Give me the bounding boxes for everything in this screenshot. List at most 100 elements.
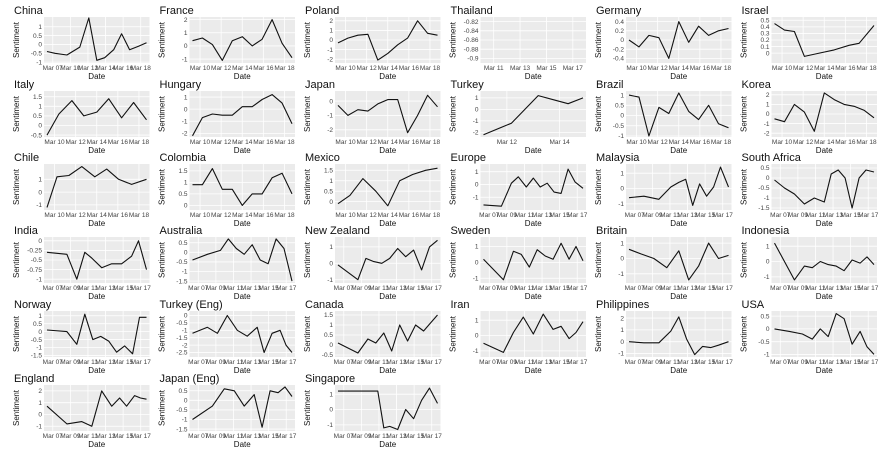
y-tick-label: -0.25: [27, 248, 42, 255]
x-tick-label: Mar 15: [841, 212, 862, 219]
panel-background: [626, 311, 732, 357]
x-tick-label: Mar 11: [369, 359, 389, 366]
facet-title: Canada: [305, 299, 344, 311]
y-tick-label: 1: [620, 240, 624, 247]
y-tick-label: 0.4: [615, 19, 624, 26]
y-tick-label: 0: [329, 260, 333, 267]
y-tick-label: 1: [620, 327, 624, 334]
y-tick-label: 0: [329, 98, 333, 105]
x-tick-label: Mar 17: [713, 212, 734, 219]
y-tick-label: 1: [38, 24, 42, 31]
panel-background: [335, 311, 441, 357]
x-tick-label: Mar 17: [131, 359, 152, 366]
y-tick-label: -1: [473, 275, 479, 282]
facet-title: Hungary: [160, 79, 202, 91]
x-tick-label: Mar 09: [60, 359, 81, 366]
y-tick-label: 1: [184, 30, 188, 37]
y-tick-label: -0.82: [464, 19, 479, 26]
x-tick-label: Mar 09: [351, 359, 372, 366]
x-tick-label: Mar 10: [335, 212, 356, 219]
x-axis-label: Date: [379, 440, 396, 449]
x-tick-label: Mar 14: [814, 139, 835, 146]
x-tick-label: Mar 07: [479, 212, 500, 219]
facet-title: Mexico: [305, 152, 340, 164]
x-tick-label: Mar 13: [510, 65, 531, 72]
y-tick-label: 2: [329, 18, 333, 25]
x-tick-label: Mar 13: [532, 285, 553, 292]
x-tick-label: Mar 07: [479, 359, 500, 366]
x-tick-label: Mar 07: [334, 359, 355, 366]
x-tick-label: Mar 14: [95, 65, 116, 72]
x-tick-label: Mar 17: [567, 285, 588, 292]
x-tick-label: Mar 17: [422, 285, 443, 292]
y-tick-label: -1: [182, 118, 188, 125]
x-tick-label: Mar 10: [44, 139, 65, 146]
x-tick-label: Mar 12: [357, 212, 378, 219]
x-tick-label: Mar 10: [772, 139, 793, 146]
x-tick-label: Mar 14: [378, 139, 399, 146]
sentiment-line: [46, 313, 147, 355]
x-tick-label: Mar 16: [113, 65, 134, 72]
y-axis-label: Sentiment: [449, 241, 458, 278]
y-tick-label: 0: [475, 107, 479, 114]
x-tick-label: Mar 18: [274, 212, 295, 219]
x-tick-label: Mar 09: [206, 433, 227, 440]
facet-title: Sweden: [451, 225, 491, 237]
x-tick-label: Mar 17: [713, 285, 734, 292]
x-tick-label: Mar 09: [788, 212, 809, 219]
x-tick-label: Mar 18: [711, 65, 732, 72]
x-tick-label: Mar 10: [190, 212, 211, 219]
x-tick-label: Mar 17: [276, 359, 297, 366]
x-tick-label: Mar 10: [44, 212, 65, 219]
facet-france: France -1 0 1 2 Mar 10 Mar 12 Mar 14 Mar 16 Mar 1…: [158, 5, 295, 81]
y-tick-label: 0: [620, 113, 624, 120]
y-tick-label: -0.5: [31, 337, 43, 344]
x-tick-label: Mar 14: [669, 139, 690, 146]
facet-title: Poland: [305, 5, 339, 17]
x-tick-label: Mar 10: [626, 65, 647, 72]
x-axis-label: Date: [234, 72, 251, 81]
x-tick-label: Mar 11: [660, 212, 680, 219]
x-axis-label: Date: [379, 72, 396, 81]
x-tick-label: Mar 15: [695, 212, 716, 219]
x-tick-label: Mar 13: [386, 285, 407, 292]
x-tick-label: Mar 14: [232, 139, 253, 146]
x-axis-label: Date: [816, 146, 833, 155]
x-tick-label: Mar 12: [497, 139, 518, 146]
x-axis-label: Date: [816, 72, 833, 81]
x-tick-label: Mar 12: [66, 139, 87, 146]
y-tick-label: 0: [766, 50, 770, 57]
facet-title: Australia: [160, 225, 204, 237]
x-tick-label: Mar 13: [386, 359, 407, 366]
y-axis-label: Sentiment: [158, 315, 167, 352]
panel-background: [335, 385, 441, 431]
x-tick-label: Mar 15: [113, 359, 134, 366]
x-tick-label: Mar 14: [669, 65, 690, 72]
facet-title: India: [14, 225, 39, 237]
sentiment-line: [192, 238, 293, 282]
y-tick-label: 0.5: [760, 313, 769, 320]
x-axis-label: Date: [525, 72, 542, 81]
x-tick-label: Mar 09: [351, 285, 372, 292]
y-axis-label: Sentiment: [12, 315, 21, 352]
x-tick-label: Mar 18: [420, 212, 441, 219]
x-tick-label: Mar 07: [43, 285, 64, 292]
y-tick-label: -0.86: [464, 37, 479, 44]
x-axis-label: Date: [670, 72, 687, 81]
x-axis-label: Date: [88, 219, 105, 228]
x-tick-label: Mar 18: [711, 139, 732, 146]
y-tick-label: 0: [38, 42, 42, 49]
x-tick-label: Mar 09: [788, 359, 809, 366]
x-tick-label: Mar 17: [131, 285, 152, 292]
y-tick-label: 1: [38, 313, 42, 320]
x-tick-label: Mar 11: [78, 433, 98, 440]
x-tick-label: Mar 16: [108, 139, 129, 146]
y-tick-label: 0: [329, 37, 333, 44]
